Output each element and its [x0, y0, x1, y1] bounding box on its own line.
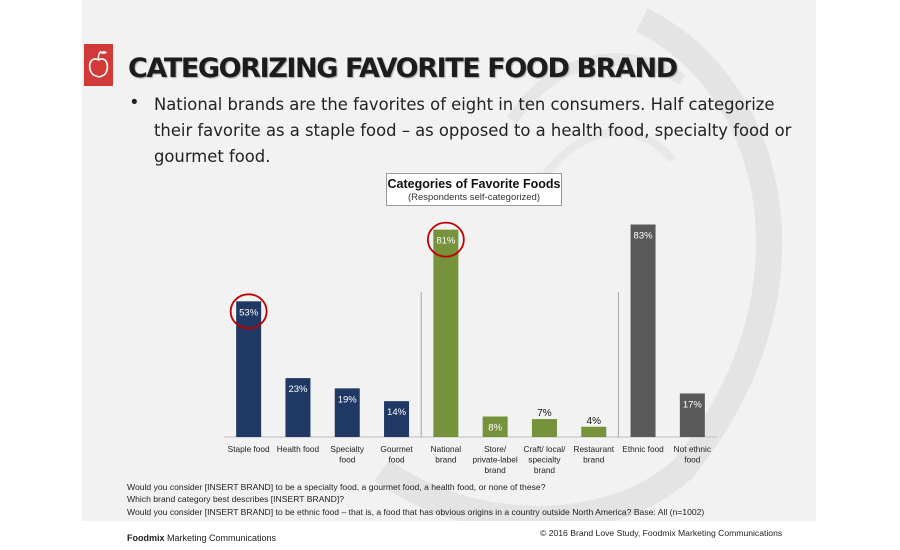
category-tick-line: Staple food — [228, 444, 270, 454]
survey-note: Would you consider [INSERT BRAND] to be … — [127, 506, 705, 517]
category-tick-line: brand — [485, 465, 507, 475]
bar — [482, 416, 508, 437]
data-label: 83% — [634, 231, 654, 242]
data-label: 53% — [239, 307, 259, 318]
watermark-apple-graphic — [374, 8, 783, 521]
bar — [285, 378, 311, 437]
survey-note: Would you consider [INSERT BRAND] to be … — [127, 482, 546, 492]
highlight-circle — [426, 221, 465, 258]
category-tick-line: Specialty — [330, 444, 365, 454]
category-tick-line: food — [684, 455, 701, 465]
highlight-circle — [229, 293, 268, 330]
footer-brand-bold: Foodmix — [127, 533, 165, 543]
data-label: 7% — [537, 408, 552, 419]
category-tick-line: Restaurant — [573, 444, 614, 454]
category-tick-line: Health food — [277, 444, 320, 454]
bar — [433, 229, 459, 437]
category-tick-line: Ethnic food — [622, 444, 664, 454]
category-tick-line: National — [431, 444, 462, 454]
bar — [630, 224, 656, 437]
category-tick-line: Craft/ local/ — [523, 444, 566, 454]
chart-subtitle: (Respondents self-categorized) — [407, 192, 540, 203]
category-tick-line: brand — [534, 465, 556, 475]
category-tick-line: specialty — [528, 455, 561, 465]
survey-notes: Would you consider [INSERT BRAND] to be … — [127, 481, 704, 518]
category-tick-line: Not ethnic — [674, 444, 711, 454]
category-tick-line: brand — [435, 455, 457, 465]
category-tick-label: Craft/ local/specialty brand — [523, 444, 566, 475]
category-tick-label: Not ethnic food — [674, 444, 711, 465]
apple-logo-icon — [88, 50, 109, 78]
category-tick-label: National brand — [431, 444, 462, 465]
bar — [679, 393, 705, 437]
bar — [531, 419, 557, 437]
category-tick-line: food — [339, 455, 356, 465]
bullet-marker: • — [131, 92, 138, 113]
data-label: 23% — [288, 384, 308, 395]
category-tick-line: brand — [583, 455, 605, 465]
category-tick-label: Specialty food — [330, 444, 365, 465]
category-tick-line: Gourmet — [380, 444, 413, 454]
footer-brand-rest: Marketing Communications — [164, 533, 277, 543]
category-tick-line: food — [388, 455, 405, 465]
copyright-text: © 2016 Brand Love Study, Foodmix Marketi… — [540, 528, 783, 538]
data-label: 4% — [587, 416, 602, 427]
bar — [581, 426, 607, 437]
bar — [236, 301, 262, 437]
bar — [334, 388, 360, 437]
footer-brand: Foodmix Marketing Communications — [127, 533, 276, 543]
category-tick-line: Store/ — [484, 444, 507, 454]
brand-logo — [84, 44, 113, 86]
survey-note: Which brand category best describes [INS… — [127, 494, 345, 505]
bar — [384, 401, 410, 437]
data-label: 81% — [436, 236, 456, 247]
data-label: 19% — [338, 394, 358, 405]
category-tick-label: Gourmet food — [380, 444, 413, 465]
page-title: CATEGORIZING FAVORITE FOOD BRAND — [128, 53, 678, 84]
category-tick-label: Store/private-label brand — [473, 444, 518, 475]
category-tick-label: Ethnic food — [622, 444, 664, 454]
category-tick-label: Restaurant brand — [573, 444, 614, 465]
category-tick-label: Staple food — [228, 444, 270, 454]
data-label: 14% — [387, 407, 407, 418]
data-label: 8% — [488, 423, 502, 434]
data-label: 17% — [683, 399, 703, 410]
category-tick-label: Health food — [277, 444, 320, 454]
bullet-text: National brands are the favorites of eig… — [154, 95, 792, 166]
category-tick-line: private-label — [473, 455, 518, 465]
chart-title: Categories of Favorite Foods — [387, 177, 561, 191]
chart-title-box: Categories of Favorite Foods (Respondent… — [386, 173, 562, 206]
